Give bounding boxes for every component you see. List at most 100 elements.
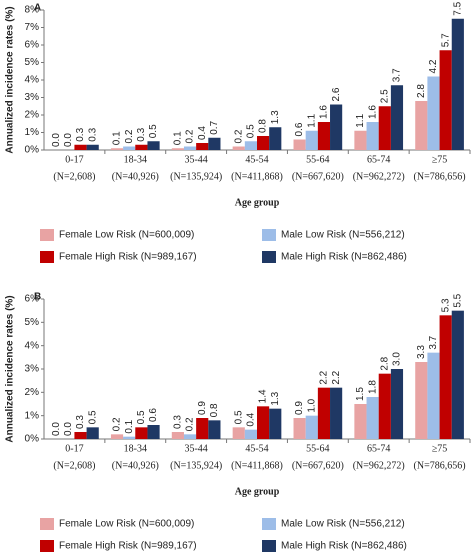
y-tick-label: 7% (25, 22, 40, 33)
bar (317, 122, 331, 150)
x-tick-sublabel: (N=411,868) (231, 460, 283, 471)
bar (86, 427, 99, 439)
y-tick-label: 8% (25, 5, 40, 16)
legend-swatch (40, 229, 54, 241)
bar (196, 418, 209, 439)
bar (378, 373, 391, 439)
value-label: 0.5 (136, 410, 147, 424)
bar (415, 362, 428, 439)
bar (390, 369, 404, 439)
value-label: 2.8 (416, 84, 427, 98)
y-tick-label: 2% (25, 110, 40, 121)
value-label: 0.5 (246, 124, 257, 138)
x-tick-sublabel: (N=962,272) (353, 171, 405, 182)
legend-label: Female Low Risk (N=600,009) (59, 230, 194, 241)
bar (366, 122, 379, 150)
bar (390, 85, 404, 150)
bar (451, 18, 464, 150)
value-label: 0.3 (75, 415, 86, 429)
x-tick-label: 55-64 (306, 443, 329, 454)
bar (171, 148, 184, 150)
bar (244, 141, 257, 150)
y-tick-label: 6% (25, 294, 40, 305)
x-tick-label: 35-44 (184, 443, 207, 454)
x-tick-sublabel: (N=40,926) (112, 171, 159, 182)
panel-label: B (34, 292, 41, 303)
bar (196, 143, 209, 150)
bar (147, 425, 160, 439)
bar (366, 397, 379, 439)
value-label: 0.3 (173, 415, 184, 429)
bar (135, 144, 148, 150)
bar (110, 434, 124, 439)
value-label: 0.4 (197, 126, 208, 140)
x-axis-label: Age group (235, 197, 280, 208)
legend-label: Female High Risk (N=989,167) (59, 252, 197, 263)
legend-swatch (40, 251, 54, 263)
x-tick-label: 0-17 (65, 443, 83, 454)
value-label: 0.1 (112, 131, 123, 145)
x-tick-label: 45-54 (245, 154, 268, 165)
y-tick-label: 4% (25, 340, 40, 351)
bar (123, 436, 136, 439)
bar (415, 101, 428, 150)
value-label: 1.1 (306, 113, 317, 127)
x-tick-sublabel: (N=962,272) (353, 460, 405, 471)
x-tick-label: 45-54 (245, 443, 268, 454)
value-label: 1.3 (270, 110, 281, 124)
bar (269, 408, 282, 439)
bar (183, 434, 197, 439)
bar (183, 146, 197, 150)
value-label: 0.0 (51, 133, 62, 147)
x-tick-sublabel: (N=40,926) (112, 460, 159, 471)
value-label: 7.5 (452, 1, 463, 15)
x-tick-sublabel: (N=411,868) (231, 171, 283, 182)
bar (451, 310, 464, 439)
legend-swatch (262, 251, 276, 263)
x-tick-label: 18-34 (124, 154, 147, 165)
value-label: 0.5 (233, 410, 244, 424)
value-label: 0.2 (112, 417, 123, 431)
y-tick-label: 3% (25, 364, 40, 375)
bar (269, 127, 282, 150)
x-tick-label: 0-17 (65, 154, 83, 165)
value-label: 0.2 (233, 129, 244, 143)
x-tick-label: 18-34 (124, 443, 147, 454)
value-label: 2.8 (379, 356, 390, 370)
value-label: 0.0 (63, 422, 74, 436)
value-label: 3.7 (392, 68, 403, 82)
bar (135, 427, 148, 439)
bar (293, 418, 306, 439)
bar (208, 137, 221, 150)
x-tick-sublabel: (N=786,656) (414, 171, 466, 182)
bar (330, 104, 343, 150)
value-label: 0.3 (136, 127, 147, 141)
value-label: 1.0 (306, 398, 317, 412)
bar (208, 420, 221, 439)
value-label: 1.4 (258, 389, 269, 403)
x-tick-label: 35-44 (184, 154, 207, 165)
legend-label: Female Low Risk (N=600,009) (59, 519, 194, 530)
legend-swatch (40, 540, 54, 552)
value-label: 0.7 (209, 120, 220, 134)
value-label: 0.0 (51, 422, 62, 436)
bar (317, 387, 331, 439)
bar (244, 429, 257, 439)
y-tick-label: 2% (25, 387, 40, 398)
value-label: 2.6 (331, 87, 342, 101)
legend-label: Male Low Risk (N=556,212) (281, 519, 405, 530)
value-label: 1.6 (367, 105, 378, 119)
bar (378, 106, 391, 150)
y-tick-label: 5% (25, 317, 40, 328)
value-label: 3.3 (416, 345, 427, 359)
value-label: 0.6 (294, 122, 305, 136)
value-label: 3.7 (428, 335, 439, 349)
legend-swatch (262, 518, 276, 530)
value-label: 0.9 (294, 401, 305, 415)
value-label: 2.5 (379, 89, 390, 103)
y-tick-label: 1% (25, 127, 40, 138)
x-tick-sublabel: (N=2,608) (53, 460, 95, 471)
bar (305, 415, 318, 439)
legend-swatch (40, 518, 54, 530)
bar (147, 141, 160, 150)
